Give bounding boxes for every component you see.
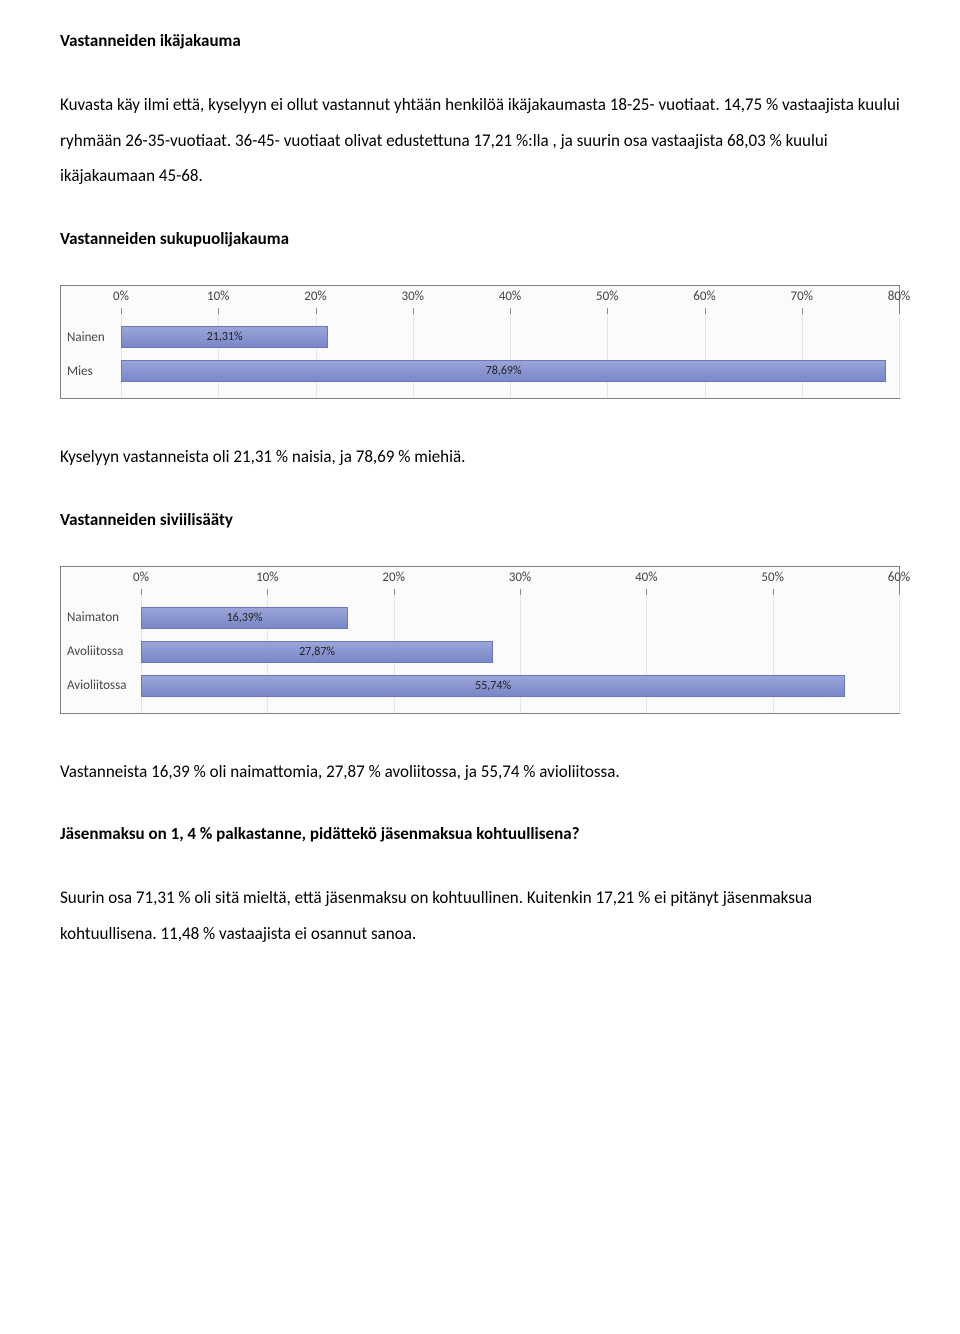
section4-paragraph: Suurin osa 71,31 % oli sitä mieltä, että…: [60, 880, 900, 951]
bar-category-label: Naimaton: [61, 610, 141, 625]
axis-tick-label: 20%: [304, 289, 326, 304]
chart-bar-row: Avoliitossa 27,87%: [61, 635, 899, 669]
bar-fill: 27,87%: [141, 641, 493, 663]
bar-value-label: 16,39%: [227, 611, 263, 625]
bar-value-label: 78,69%: [486, 364, 522, 378]
chart-bars-area: Nainen 21,31% Mies 78,69%: [61, 314, 899, 398]
bar-fill: 55,74%: [141, 675, 845, 697]
chart-bars-area: Naimaton 16,39% Avoliitossa 27,87% Avioliito…: [61, 595, 899, 713]
gender-chart: 0%10%20%30%40%50%60%70%80%Nainen21,31%Mi…: [60, 285, 900, 399]
axis-tick-label: 40%: [635, 570, 657, 585]
bar-value-label: 21,31%: [207, 330, 243, 344]
chart-axis: 0%10%20%30%40%50%60%70%80%: [61, 286, 899, 314]
section3-heading: Vastanneiden siviilisääty: [60, 509, 900, 530]
chart-bar-row: Nainen 21,31%: [61, 320, 899, 354]
axis-tick-label: 10%: [207, 289, 229, 304]
marital-chart: 0%10%20%30%40%50%60%Naimaton16,39%Avolii…: [60, 566, 900, 714]
bar-fill: 21,31%: [121, 326, 328, 348]
axis-tick-label: 60%: [693, 289, 715, 304]
axis-tick-label: 40%: [499, 289, 521, 304]
chart-bar-row: Mies 78,69%: [61, 354, 899, 388]
bar-category-label: Avoliitossa: [61, 644, 141, 659]
axis-tick-label: 50%: [596, 289, 618, 304]
chart-bar-row: Avioliitossa 55,74%: [61, 669, 899, 703]
axis-tick-label: 0%: [133, 570, 149, 585]
bar-category-label: Mies: [61, 364, 121, 379]
axis-tick-label: 80%: [888, 289, 910, 304]
bar-value-label: 55,74%: [475, 679, 511, 693]
section3-paragraph: Vastanneista 16,39 % oli naimattomia, 27…: [60, 754, 900, 790]
section2-heading: Vastanneiden sukupuolijakauma: [60, 228, 900, 249]
section4-heading: Jäsenmaksu on 1, 4 % palkastanne, pidätt…: [60, 823, 900, 844]
axis-tick-label: 50%: [761, 570, 783, 585]
axis-tick-label: 70%: [791, 289, 813, 304]
section1-paragraph: Kuvasta käy ilmi että, kyselyyn ei ollut…: [60, 87, 900, 194]
bar-category-label: Nainen: [61, 330, 121, 345]
bar-category-label: Avioliitossa: [61, 678, 141, 693]
axis-tick-label: 0%: [113, 289, 129, 304]
axis-tick-label: 20%: [382, 570, 404, 585]
axis-tick-label: 10%: [256, 570, 278, 585]
section2-paragraph: Kyselyyn vastanneista oli 21,31 % naisia…: [60, 439, 900, 475]
bar-fill: 16,39%: [141, 607, 348, 629]
section1-heading: Vastanneiden ikäjakauma: [60, 30, 900, 51]
axis-tick-label: 30%: [402, 289, 424, 304]
chart-bar-row: Naimaton 16,39%: [61, 601, 899, 635]
axis-tick-label: 30%: [509, 570, 531, 585]
bar-value-label: 27,87%: [299, 645, 335, 659]
chart-axis: 0%10%20%30%40%50%60%: [61, 567, 899, 595]
axis-tick-label: 60%: [888, 570, 910, 585]
bar-fill: 78,69%: [121, 360, 886, 382]
